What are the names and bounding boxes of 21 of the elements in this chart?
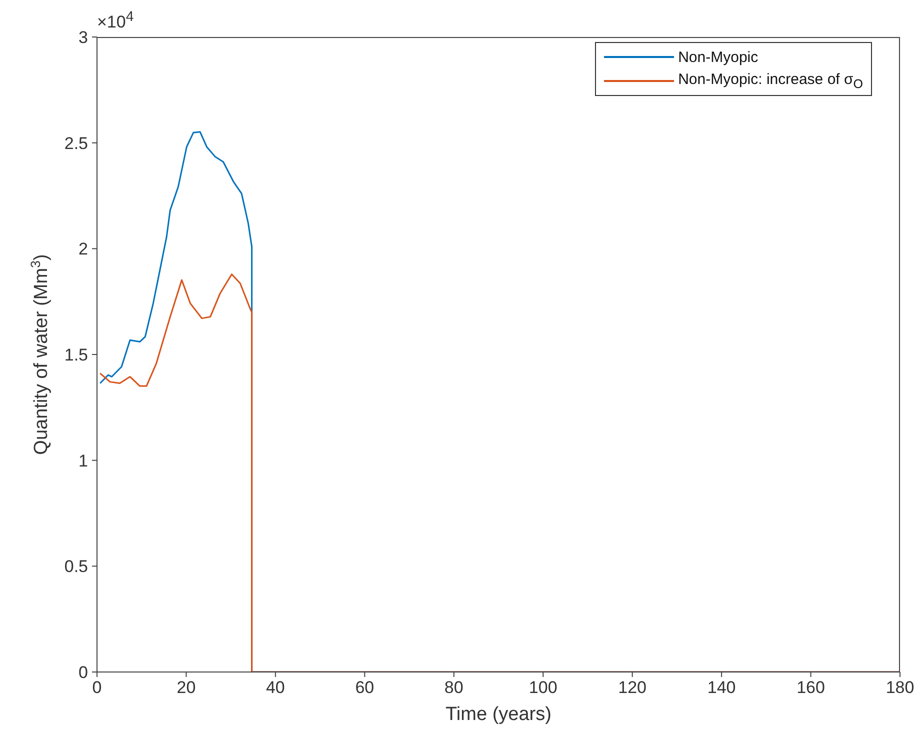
y-tick-label: 0 bbox=[78, 663, 88, 682]
x-tick-label: 120 bbox=[618, 678, 647, 698]
x-axis-title: Time (years) bbox=[446, 704, 552, 725]
y-tick-label: 2 bbox=[78, 240, 88, 259]
y-tick-label: 1 bbox=[78, 451, 88, 470]
x-tick-label: 80 bbox=[444, 678, 464, 698]
y-tick-label: 0.5 bbox=[64, 557, 88, 576]
legend-label: Non-Myopic: increase of σ$_{O}$ bbox=[678, 71, 863, 91]
y-tick-label: 3 bbox=[78, 28, 88, 48]
y-tick-label: 2.5 bbox=[64, 134, 88, 153]
x-tick-label: 20 bbox=[176, 678, 196, 698]
text: ×10$^{4}$ bbox=[97, 9, 134, 33]
x-tick-label: 100 bbox=[528, 678, 558, 698]
legend-label: Non-Myopic bbox=[678, 48, 758, 66]
x-tick-label: 140 bbox=[707, 678, 736, 698]
x-tick-label: 180 bbox=[886, 678, 914, 698]
x-tick-label: 60 bbox=[355, 678, 374, 698]
x-tick-label: 0 bbox=[92, 678, 102, 698]
x-tick-label: 160 bbox=[796, 678, 825, 698]
x-tick-label: 40 bbox=[266, 678, 285, 698]
y-tick-label: 1.5 bbox=[64, 346, 88, 365]
